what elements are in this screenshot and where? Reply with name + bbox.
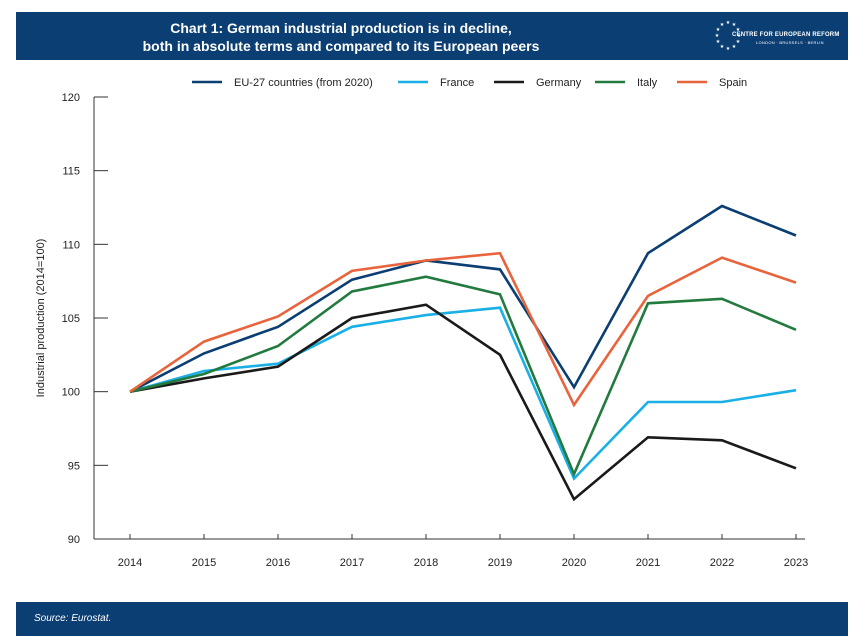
x-tick-label: 2017 (340, 557, 364, 569)
y-tick-label: 100 (62, 387, 80, 399)
svg-text:★: ★ (715, 33, 720, 39)
series-line (129, 204, 797, 393)
legend-label: France (440, 77, 474, 89)
cer-logo: ★ ★ ★ ★ ★ ★ ★ ★ ★ ★ ★ ★ CENTRE FOR EUROP… (710, 18, 840, 54)
x-tick-label: 2019 (488, 557, 512, 569)
y-tick-label: 105 (62, 313, 80, 325)
x-tick-label: 2021 (636, 557, 660, 569)
logo-org-name: CENTRE FOR EUROPEAN REFORM (732, 32, 840, 38)
chart-title-line-1: Chart 1: German industrial production is… (170, 20, 512, 36)
y-tick-label: 90 (68, 534, 80, 546)
legend-label: Spain (719, 77, 747, 89)
series-line (129, 275, 797, 478)
svg-text:★: ★ (732, 22, 737, 28)
y-tick-label: 120 (62, 92, 80, 104)
y-axis-label: Industrial production (2014=100) (35, 239, 47, 398)
svg-text:★: ★ (732, 44, 737, 50)
chart-footer: Source: Eurostat. (16, 602, 848, 636)
svg-text:★: ★ (737, 33, 742, 39)
svg-text:★: ★ (726, 46, 731, 52)
y-tick-label: 115 (62, 166, 80, 178)
chart-title-line-2: both in absolute terms and compared to i… (142, 38, 540, 54)
chart-title: Chart 1: German industrial production is… (16, 19, 666, 55)
eu-stars-icon: ★ ★ ★ ★ ★ ★ ★ ★ ★ ★ ★ ★ (715, 20, 742, 52)
legend-label: EU-27 countries (from 2020) (234, 77, 373, 89)
x-tick-label: 2023 (784, 557, 808, 569)
svg-text:★: ★ (736, 39, 741, 45)
line-chart: 90 95 100 105 110 115 120 2014 2015 2016 2017 2018 2… (35, 77, 808, 569)
legend-label: Italy (637, 77, 658, 89)
y-tick-label: 110 (62, 239, 80, 251)
x-tick-label: 2018 (414, 557, 438, 569)
x-tick-label: 2022 (710, 557, 734, 569)
svg-text:★: ★ (716, 39, 721, 45)
svg-text:★: ★ (720, 22, 725, 28)
series-line (129, 251, 797, 408)
svg-text:★: ★ (736, 27, 741, 33)
chart-header: Chart 1: German industrial production is… (16, 12, 848, 60)
legend-label: Germany (536, 77, 582, 89)
source-note: Source: Eurostat. (34, 613, 112, 624)
series-line (129, 306, 797, 481)
svg-text:★: ★ (720, 44, 725, 50)
series-line (129, 303, 797, 502)
svg-text:★: ★ (716, 27, 721, 33)
x-tick-label: 2016 (266, 557, 290, 569)
x-tick-label: 2015 (192, 557, 216, 569)
x-tick-label: 2020 (562, 557, 586, 569)
logo-locations: LONDON · BRUSSELS · BERLIN (756, 40, 824, 45)
svg-text:★: ★ (726, 20, 731, 26)
x-tick-label: 2014 (118, 557, 142, 569)
y-tick-label: 95 (68, 460, 80, 472)
